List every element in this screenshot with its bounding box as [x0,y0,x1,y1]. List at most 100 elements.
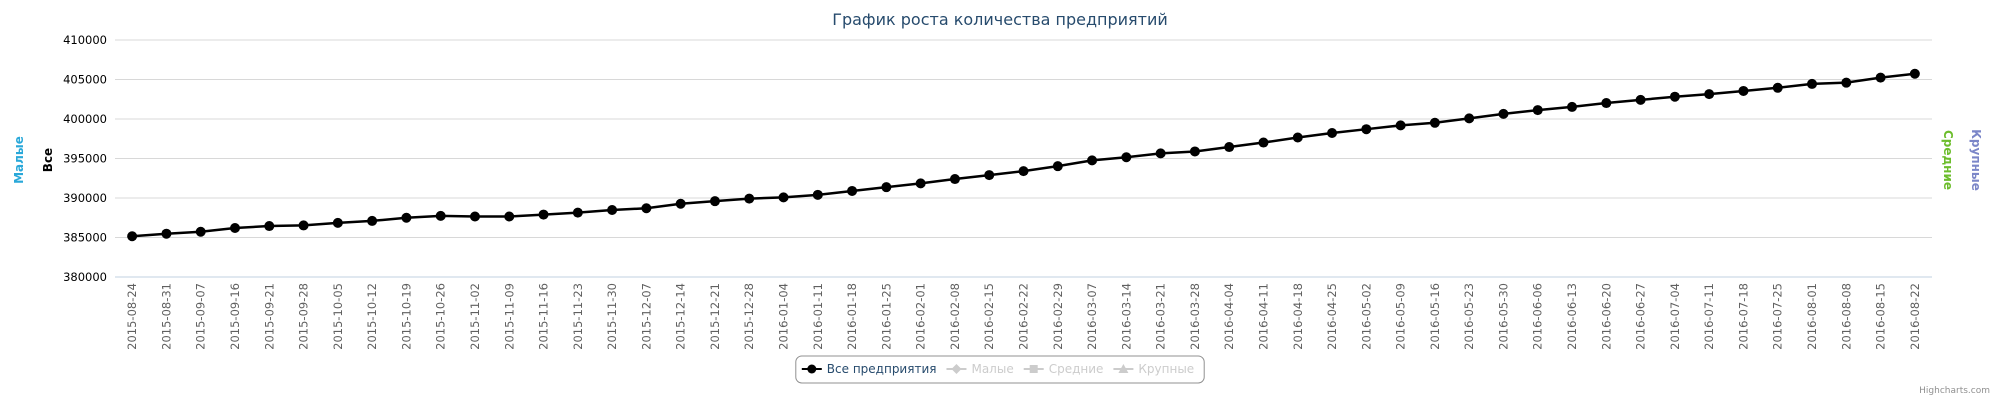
point [1738,85,1749,96]
point [1704,89,1715,100]
point [1841,77,1852,88]
point [229,223,240,234]
point [332,217,343,228]
point [127,231,138,242]
x-tick-label: 2016-07-18 [1736,283,1750,350]
x-tick-label: 2016-02-08 [948,283,962,350]
point [984,170,995,181]
axis-title: Малые [12,136,26,184]
point [1087,155,1098,166]
x-tick-label: 2016-02-29 [1051,283,1065,350]
point [1532,105,1543,116]
point [1258,137,1269,148]
point [744,193,755,204]
x-tick-label: 2016-07-04 [1668,283,1682,350]
point [504,211,515,222]
x-tick-label: 2016-07-25 [1771,283,1785,350]
point [1567,101,1578,112]
axis-title: Крупные [1969,129,1983,191]
x-tick-label: 2015-11-30 [605,283,619,350]
point [778,192,789,203]
legend-label: Средние [1049,362,1104,376]
x-tick-label: 2016-01-25 [879,283,893,350]
point [1875,72,1886,83]
legend-item[interactable]: Малые [946,362,1014,376]
point [641,203,652,214]
point [675,198,686,209]
x-tick-label: 2015-12-21 [708,283,722,350]
point [469,211,480,222]
point [1669,91,1680,102]
legend-item[interactable]: Все предприятия [801,362,937,376]
point [401,212,412,223]
x-tick-label: 2016-06-13 [1565,283,1579,350]
y-tick-label: 390000 [63,191,107,205]
point [1189,146,1200,157]
point [1635,94,1646,105]
x-tick-label: 2015-08-31 [159,283,173,350]
point [1018,166,1029,177]
legend-label: Крупные [1138,362,1194,376]
point [1429,117,1440,128]
point [1464,113,1475,124]
y-tick-label: 410000 [63,33,107,47]
x-tick-label: 2016-04-11 [1256,283,1270,350]
x-tick-label: 2016-05-09 [1394,283,1408,350]
x-tick-label: 2016-06-20 [1599,283,1613,350]
x-tick-label: 2016-05-02 [1359,283,1373,350]
x-tick-label: 2015-09-28 [297,283,311,350]
legend-symbol [1118,364,1129,373]
chart-title: График роста количества предприятий [832,10,1168,29]
legend-box [795,355,1205,384]
x-tick-label: 2016-04-25 [1325,283,1339,350]
point [1361,124,1372,135]
y-tick-label: 405000 [63,73,107,87]
y-tick-label: 395000 [63,152,107,166]
y-tick-label: 380000 [63,270,107,284]
x-tick-label: 2015-11-16 [537,283,551,350]
x-tick-label: 2015-09-07 [194,283,208,350]
x-tick-label: 2016-08-08 [1839,283,1853,350]
y-tick-label: 400000 [63,112,107,126]
x-tick-label: 2015-12-28 [742,283,756,350]
point [264,221,275,232]
point [1155,148,1166,159]
legend-item[interactable]: Крупные [1113,362,1194,376]
point [607,205,618,216]
legend-symbol [807,364,817,374]
x-tick-label: 2016-01-11 [811,283,825,350]
x-tick-label: 2016-04-04 [1222,283,1236,350]
x-tick-label: 2016-02-15 [982,283,996,350]
x-tick-label: 2015-08-24 [125,283,139,350]
x-tick-label: 2016-02-01 [914,283,928,350]
point [1121,152,1132,163]
x-tick-label: 2016-03-07 [1085,283,1099,350]
x-tick-label: 2016-01-04 [777,283,791,350]
point [435,210,446,221]
x-tick-label: 2015-09-16 [228,283,242,350]
series-line [132,72,1916,238]
x-tick-label: 2016-04-18 [1291,283,1305,350]
y-tick-label: 385000 [63,231,107,245]
x-tick-label: 2015-11-09 [502,283,516,350]
point [195,226,206,237]
point [572,207,583,218]
x-tick-label: 2016-03-21 [1154,283,1168,350]
point [298,220,309,231]
x-tick-label: 2016-01-18 [845,283,859,350]
point [161,228,172,239]
point [949,174,960,185]
credits[interactable]: Highcharts.com [1919,386,1990,396]
point [1601,98,1612,109]
x-tick-label: 2015-10-12 [365,283,379,350]
x-tick-label: 2016-08-01 [1805,283,1819,350]
x-tick-label: 2015-12-07 [639,283,653,350]
axis-title: Средние [1941,130,1955,190]
point [1498,108,1509,119]
point [881,182,892,193]
x-tick-label: 2015-10-19 [399,283,413,350]
legend-label: Малые [971,362,1013,376]
legend-item[interactable]: Средние [1023,362,1104,376]
legend-label: Все предприятия [827,362,937,376]
